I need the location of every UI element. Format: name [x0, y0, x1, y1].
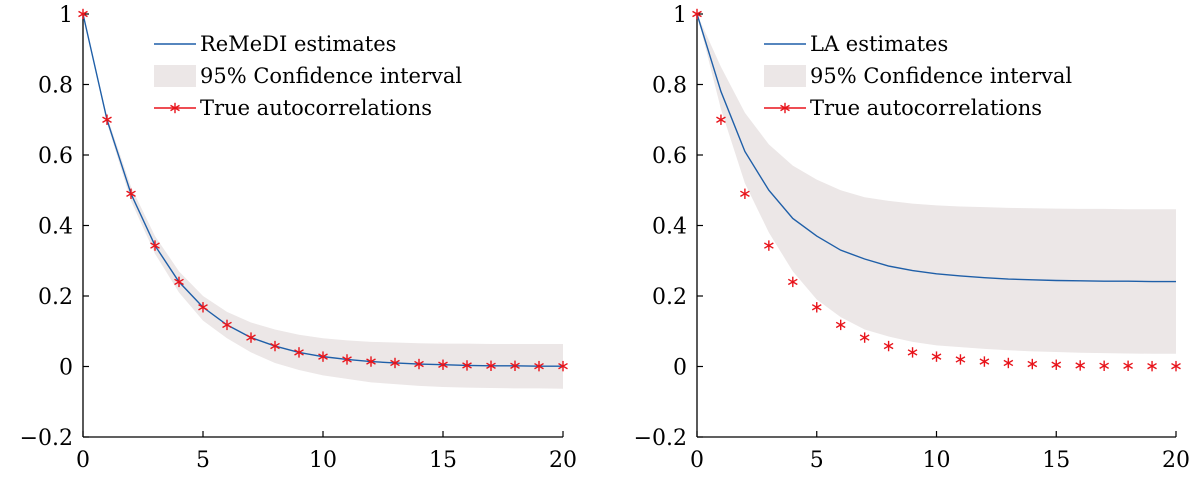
true-autocorrelation-point — [1027, 358, 1038, 370]
true-autocorrelation-point — [366, 356, 376, 367]
true-autocorrelation-point — [126, 188, 136, 199]
true-autocorrelation-point — [102, 114, 112, 125]
x-tick-label: 10 — [309, 448, 337, 473]
x-tick-label: 15 — [1042, 448, 1070, 473]
legend-swatch-marker — [780, 102, 790, 114]
x-tick-label: 0 — [76, 448, 90, 473]
y-tick-label: 0.6 — [38, 144, 73, 169]
x-tick-label: 5 — [810, 448, 824, 473]
x-tick-label: 5 — [196, 448, 210, 473]
true-autocorrelation-point — [390, 357, 400, 369]
true-autocorrelation-point — [692, 8, 702, 20]
legend-label: 95% Confidence interval — [200, 64, 462, 88]
confidence-band — [697, 14, 1176, 354]
true-autocorrelation-point — [1171, 360, 1181, 372]
true-autocorrelation-point — [270, 340, 280, 352]
true-autocorrelation-point — [558, 360, 568, 372]
legend-label: True autocorrelations — [200, 96, 432, 120]
true-autocorrelation-point — [859, 332, 870, 343]
estimate-line — [696, 13, 1176, 283]
true-autocorrelation-point — [222, 319, 232, 331]
x-tick-label: 0 — [690, 448, 704, 473]
x-tick-label: 20 — [549, 448, 577, 473]
true-autocorrelation-point — [811, 302, 822, 313]
true-autocorrelation-point — [1075, 360, 1086, 371]
y-tick-label: −0.2 — [634, 426, 687, 451]
legend-swatch-band — [764, 65, 806, 87]
true-autocorrelation-point — [1123, 360, 1133, 371]
true-autocorrelation-point — [1099, 360, 1110, 371]
true-autocorrelation-point — [486, 360, 496, 371]
true-autocorrelation-point — [883, 340, 894, 352]
true-autocorrelation-point — [342, 354, 352, 365]
y-tick-label: 1 — [673, 3, 687, 28]
true-autocorrelation-point — [787, 276, 798, 288]
true-autocorrelation-point — [955, 354, 966, 365]
y-tick-label: 0.2 — [652, 285, 687, 310]
true-autocorrelation-point — [931, 351, 942, 362]
legend-swatch-band — [154, 65, 196, 87]
y-tick-label: 1 — [59, 3, 73, 28]
true-autocorrelation-point — [534, 360, 544, 372]
true-autocorrelation-point — [1051, 359, 1062, 370]
true-autocorrelation-point — [414, 358, 424, 370]
y-tick-label: 0.4 — [652, 215, 687, 240]
y-tick-label: 0.4 — [38, 215, 73, 240]
y-tick-label: 0.8 — [652, 74, 687, 99]
legend-swatch-marker — [170, 102, 180, 114]
y-tick-label: −0.2 — [20, 426, 73, 451]
confidence-band — [83, 14, 563, 389]
true-autocorrelation-point — [246, 332, 256, 343]
legend-label: 95% Confidence interval — [810, 64, 1072, 88]
true-autocorrelation-point — [462, 360, 472, 371]
true-autocorrelation-point — [294, 347, 304, 358]
true-autocorrelation-point — [716, 114, 726, 125]
x-tick-label: 10 — [923, 448, 951, 473]
y-tick-label: 0.6 — [652, 144, 687, 169]
true-autocorrelation-point — [510, 360, 520, 371]
true-autocorrelation-point — [979, 356, 990, 367]
x-tick-label: 15 — [429, 448, 457, 473]
legend-label: True autocorrelations — [810, 96, 1042, 120]
y-tick-label: 0 — [59, 356, 73, 381]
y-tick-label: 0.8 — [38, 74, 73, 99]
true-autocorrelation-point — [1003, 357, 1014, 369]
y-tick-label: 0 — [673, 356, 687, 381]
legend: ReMeDI estimates 95% Confidence interval T… — [154, 32, 462, 120]
true-autocorrelation-point — [763, 240, 774, 251]
true-autocorrelation-point — [318, 351, 328, 362]
y-tick-label: 0.2 — [38, 285, 73, 310]
true-autocorrelation-point — [1147, 360, 1157, 372]
legend: LA estimates 95% Confidence interval True … — [764, 32, 1072, 120]
legend-label: LA estimates — [810, 32, 948, 56]
legend-label: ReMeDI estimates — [200, 32, 396, 56]
true-autocorrelation-point — [198, 302, 208, 313]
true-autocorrelation-point — [740, 188, 750, 199]
true-autocorrelation-point — [907, 347, 918, 358]
true-autocorrelation-point — [174, 276, 184, 288]
true-autocorrelation-point — [438, 359, 448, 370]
x-tick-label: 20 — [1162, 448, 1190, 473]
true-autocorrelation-point — [835, 319, 846, 331]
true-autocorrelation-point — [150, 240, 160, 251]
true-autocorrelation-point — [78, 8, 88, 20]
